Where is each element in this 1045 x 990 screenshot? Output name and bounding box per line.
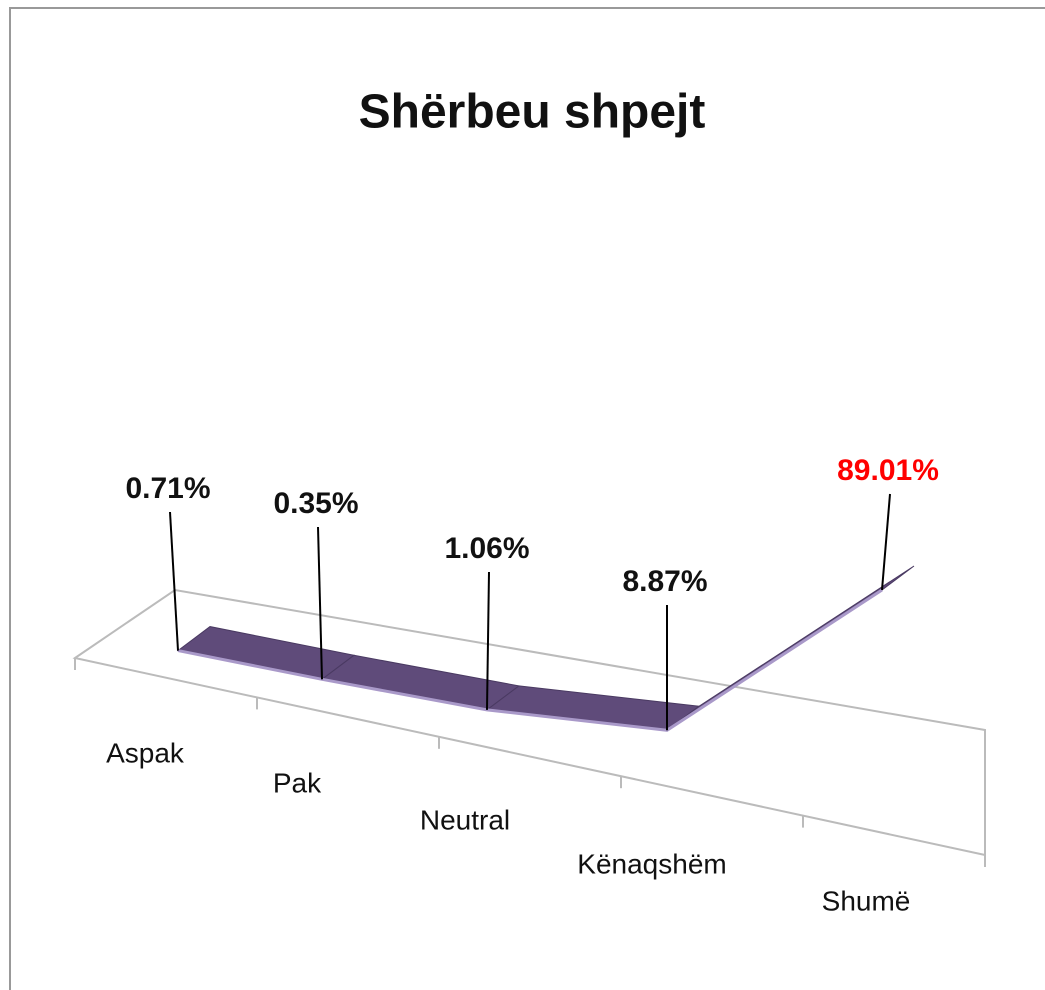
leader-line bbox=[881, 493, 891, 591]
data-label: 0.35% bbox=[273, 487, 358, 520]
x-tick-label: Pak bbox=[273, 767, 322, 798]
x-tick-label: Neutral bbox=[420, 804, 510, 835]
ribbon-segment bbox=[320, 654, 521, 711]
data-label: 8.87% bbox=[622, 565, 707, 598]
data-label: 89.01% bbox=[837, 454, 939, 487]
leader-line bbox=[317, 526, 323, 680]
data-label: 1.06% bbox=[444, 532, 529, 565]
frame bbox=[9, 7, 1045, 990]
chart-title: Shërbeu shpejt bbox=[359, 86, 706, 139]
leader-line bbox=[169, 511, 179, 651]
data-label: 0.71% bbox=[125, 472, 210, 505]
x-tick-label: Aspak bbox=[106, 737, 185, 768]
floor bbox=[72, 588, 986, 857]
floor-plane bbox=[72, 588, 986, 857]
ribbon-segment bbox=[176, 626, 356, 680]
x-tick-label: Kënaqshëm bbox=[577, 848, 726, 879]
x-tick-label: Shumë bbox=[822, 885, 911, 916]
leader-line bbox=[486, 571, 490, 710]
